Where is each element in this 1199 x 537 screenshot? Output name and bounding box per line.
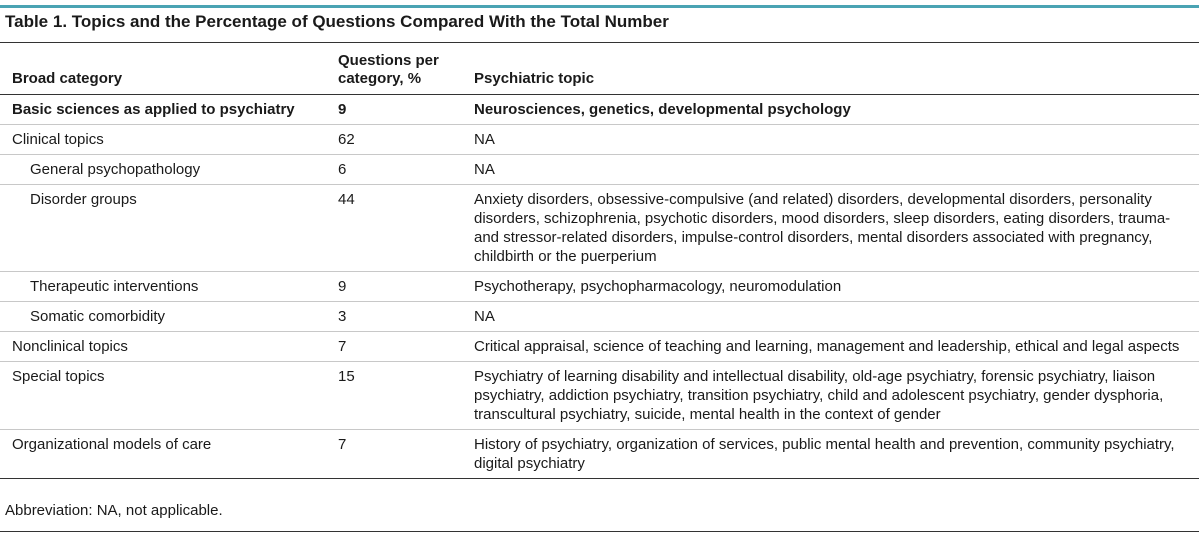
- row-topic: NA: [474, 131, 495, 148]
- row-category: General psychopathology: [30, 161, 201, 178]
- row-topic: NA: [474, 308, 495, 325]
- bottom-rule: [0, 531, 1199, 532]
- row-category: Special topics: [12, 368, 105, 385]
- row-percent: 62: [338, 131, 355, 148]
- topics-table: Broad category Questions per category, %…: [0, 52, 1199, 479]
- table-title: Table 1. Topics and the Percentage of Qu…: [5, 12, 669, 31]
- table-row: Therapeutic interventions 9 Psychotherap…: [0, 272, 1199, 302]
- row-percent: 9: [338, 278, 347, 295]
- row-topic: Neurosciences, genetics, developmental p…: [474, 101, 851, 118]
- table-footnote: Abbreviation: NA, not applicable.: [5, 502, 223, 519]
- row-percent: 7: [338, 436, 347, 453]
- row-topic: History of psychiatry, organization of s…: [474, 436, 1175, 472]
- table-row: Disorder groups 44 Anxiety disorders, ob…: [0, 185, 1199, 272]
- row-percent: 7: [338, 338, 347, 355]
- row-category: Organizational models of care: [12, 436, 212, 453]
- table-row: Special topics 15 Psychiatry of learning…: [0, 362, 1199, 430]
- row-topic: Psychiatry of learning disability and in…: [474, 368, 1164, 423]
- table-row: Somatic comorbidity 3 NA: [0, 302, 1199, 332]
- row-topic: Critical appraisal, science of teaching …: [474, 338, 1180, 355]
- row-percent: 6: [338, 161, 347, 178]
- row-percent: 9: [338, 101, 347, 118]
- top-accent-rule: [0, 5, 1199, 8]
- row-category: Basic sciences as applied to psychiatry: [12, 101, 295, 118]
- row-topic: Psychotherapy, psychopharmacology, neuro…: [474, 278, 842, 295]
- table-row: Basic sciences as applied to psychiatry …: [0, 95, 1199, 125]
- row-topic: Anxiety disorders, obsessive-compulsive …: [474, 191, 1171, 265]
- row-percent: 44: [338, 191, 355, 208]
- title-divider: [0, 42, 1199, 43]
- header-psychiatric-topic: Psychiatric topic: [474, 70, 595, 87]
- header-questions-percent: Questions per category, %: [338, 52, 439, 87]
- row-category: Somatic comorbidity: [30, 308, 166, 325]
- table-row: Nonclinical topics 7 Critical appraisal,…: [0, 332, 1199, 362]
- table-row: General psychopathology 6 NA: [0, 155, 1199, 185]
- row-category: Therapeutic interventions: [30, 278, 199, 295]
- row-category: Nonclinical topics: [12, 338, 128, 355]
- header-broad-category: Broad category: [12, 70, 123, 87]
- row-category: Disorder groups: [30, 191, 137, 208]
- table-row: Organizational models of care 7 History …: [0, 430, 1199, 479]
- table-row: Clinical topics 62 NA: [0, 125, 1199, 155]
- row-percent: 15: [338, 368, 355, 385]
- row-category: Clinical topics: [12, 131, 104, 148]
- row-topic: NA: [474, 161, 495, 178]
- table-header-row: Broad category Questions per category, %…: [0, 52, 1199, 95]
- row-percent: 3: [338, 308, 347, 325]
